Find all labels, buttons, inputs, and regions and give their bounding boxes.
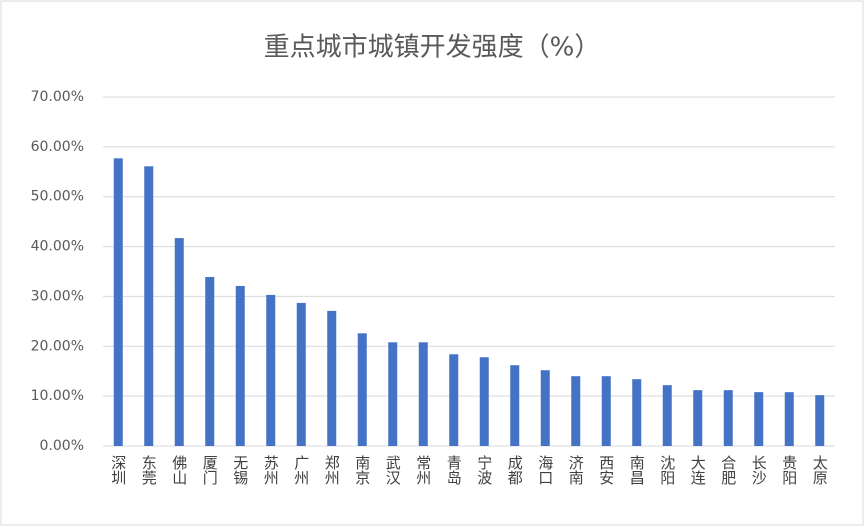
- x-tick-label: 武汉: [384, 455, 402, 485]
- y-tick-label: 50.00%: [31, 189, 84, 205]
- x-tick-label: 济南: [567, 455, 585, 485]
- x-tick-label: 南昌: [628, 455, 646, 485]
- bar: [601, 376, 611, 446]
- bar: [784, 392, 794, 446]
- y-tick-label: 40.00%: [31, 239, 84, 255]
- y-tick-label: 0.00%: [40, 438, 84, 454]
- bar: [723, 390, 733, 446]
- x-tick-label: 苏州: [262, 455, 280, 485]
- bar: [418, 342, 428, 446]
- x-tick-label: 合肥: [719, 455, 737, 486]
- x-tick-label: 厦门: [201, 455, 219, 486]
- x-tick-label: 常州: [414, 455, 432, 485]
- x-tick-label: 成都: [506, 455, 524, 485]
- chart-title: 重点城市城镇开发强度（%）: [264, 33, 601, 63]
- x-tick-label: 太原: [811, 455, 829, 485]
- bar: [449, 354, 459, 446]
- bar: [113, 158, 123, 446]
- x-tick-label: 南京: [353, 455, 371, 486]
- bar: [540, 370, 550, 446]
- y-tick-label: 30.00%: [31, 288, 84, 304]
- x-tick-label: 佛山: [170, 455, 188, 485]
- bar: [235, 285, 245, 446]
- x-tick-label: 沈阳: [658, 455, 676, 485]
- x-tick-label: 宁波: [475, 455, 493, 485]
- bar: [388, 342, 398, 446]
- bar: [144, 166, 154, 446]
- bar: [205, 276, 215, 446]
- bar: [571, 376, 581, 446]
- x-tick-label: 海口: [536, 455, 554, 485]
- x-tick-label: 广州: [292, 455, 310, 485]
- bar: [479, 357, 489, 446]
- bar: [662, 385, 672, 446]
- bar: [296, 302, 306, 446]
- x-tick-label: 东莞: [140, 455, 158, 486]
- x-tick-label: 长沙: [750, 455, 768, 485]
- y-tick-label: 60.00%: [31, 139, 84, 155]
- y-tick-label: 70.00%: [31, 89, 84, 105]
- y-tick-label: 10.00%: [31, 388, 84, 404]
- x-tick-label: 贵阳: [780, 455, 798, 485]
- bar: [815, 395, 825, 446]
- bar: [510, 365, 520, 446]
- x-tick-label: 无锡: [231, 455, 249, 485]
- bar: [357, 333, 367, 446]
- x-tick-label: 大连: [689, 455, 707, 486]
- x-tick-label: 深圳: [109, 455, 127, 485]
- x-tick-label: 青岛: [445, 455, 463, 485]
- x-tick-label: 西安: [597, 455, 615, 485]
- y-tick-label: 20.00%: [31, 338, 84, 354]
- bar: [632, 379, 642, 446]
- bar: [693, 390, 703, 446]
- bar: [174, 238, 184, 446]
- x-tick-label: 郑州: [323, 455, 341, 485]
- bar: [266, 294, 276, 446]
- bar: [327, 310, 337, 446]
- bar: [754, 392, 764, 446]
